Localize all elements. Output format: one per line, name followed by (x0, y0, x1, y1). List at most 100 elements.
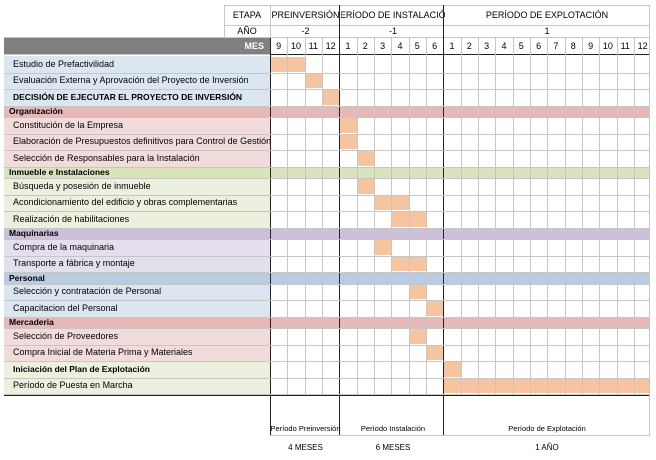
month-cell: 2 (362, 40, 368, 51)
month-cell: 5 (414, 40, 420, 51)
gantt-bar (304, 73, 322, 88)
group-header: Mercaderia (4, 316, 649, 328)
month-cell: 10 (602, 40, 613, 51)
grid-line (634, 38, 635, 394)
grid-line (426, 38, 427, 394)
month-cell: 12 (637, 40, 648, 51)
group-header: Organización (4, 105, 649, 117)
task-row-label: Selección de Proveedores (4, 328, 270, 345)
grid-line (270, 435, 649, 436)
month-cell: 3 (484, 40, 490, 51)
etapa-label: ETAPA (232, 9, 262, 20)
grid-line (4, 89, 649, 90)
gantt-bar (321, 90, 340, 105)
grid-line (224, 25, 649, 26)
group-header: Inmueble e Instalaciones (4, 166, 649, 178)
month-cell: 11 (308, 40, 318, 51)
phase-preinversion: PREINVERSIÓN (271, 9, 340, 20)
task-row-label: Elaboración de Presupuestos definitivos … (4, 133, 270, 150)
grid-line (4, 37, 649, 38)
grid-line (4, 239, 649, 240)
grid-line (4, 345, 649, 346)
month-cell: 8 (570, 40, 576, 51)
grid-line (374, 38, 375, 394)
month-cell: 10 (290, 40, 301, 51)
gantt-bar (339, 134, 357, 149)
task-row-label: Compra de la maquinaria (4, 239, 270, 256)
grid-line (443, 5, 444, 436)
grid-line (4, 272, 649, 273)
month-cell: 9 (588, 40, 594, 51)
gantt-bar (373, 240, 392, 255)
gantt-bar (356, 179, 374, 194)
grid-line (339, 5, 340, 436)
grid-line (4, 317, 649, 318)
task-row-label: Constitución de la Empresa (4, 117, 270, 134)
task-row-label: Capacitacion del Personal (4, 300, 270, 317)
grid-line (495, 38, 496, 394)
grid-line (409, 38, 410, 394)
grid-line (4, 395, 649, 396)
grid-line (513, 38, 514, 394)
grid-line (4, 256, 649, 257)
grid-line (4, 178, 649, 179)
grid-line (649, 5, 650, 436)
gantt-bar (391, 212, 426, 227)
grid-line (461, 38, 462, 394)
grid-line (4, 300, 649, 301)
month-cell: 4 (501, 40, 507, 51)
month-cell: 9 (276, 40, 282, 51)
gantt-bar (339, 118, 357, 133)
grid-line (4, 134, 649, 135)
grid-line (224, 5, 649, 6)
month-cell: 2 (466, 40, 472, 51)
grid-line (224, 5, 225, 38)
task-row-label: Período de Puesta en Marcha (4, 377, 270, 394)
gantt-bar (408, 284, 426, 299)
grid-line (4, 284, 649, 285)
task-row-label: Iniciación del Plan de Explotación (4, 361, 270, 378)
footer-explotacion-duration: 1 AÑO (535, 443, 559, 452)
grid-line (270, 5, 271, 38)
grid-line (270, 54, 649, 55)
task-row-label: Selección y contratación de Personal (4, 283, 270, 300)
grid-line (305, 38, 306, 394)
grid-line (617, 38, 618, 394)
grid-line (391, 38, 392, 394)
month-cell: 12 (325, 40, 336, 51)
grid-line (4, 361, 649, 362)
phase-explotacion: PERÍODO DE EXPLOTACIÓN (485, 9, 609, 20)
month-cell: 5 (518, 40, 524, 51)
gantt-chart: ETAPA AÑO MES PREINVERSIÓN PERÍODO DE IN… (4, 5, 654, 457)
task-row-label: Selección de Responsables para la Instal… (4, 150, 270, 167)
grid-line (547, 38, 548, 394)
mes-label: MES (4, 38, 270, 54)
footer-explotacion-title: Período de Explotación (508, 424, 586, 434)
grid-line (565, 38, 566, 394)
gantt-bar (356, 151, 374, 166)
task-row-label: Realización de habilitaciones (4, 211, 270, 228)
task-row-label: Compra Inicial de Materia Prima y Materi… (4, 344, 270, 361)
grid-line (270, 38, 271, 436)
month-cell: 6 (432, 40, 438, 51)
grid-line (4, 328, 649, 329)
grid-line (4, 150, 649, 151)
footer-preinversion-duration: 4 MESES (288, 443, 323, 452)
gantt-bar (425, 301, 444, 316)
gantt-bar (443, 362, 461, 377)
gantt-bar (425, 345, 444, 360)
month-cell: 7 (553, 40, 559, 51)
task-row-label: DECISIÓN DE EJECUTAR EL PROYECTO DE INVE… (4, 89, 270, 106)
grid-line (4, 117, 649, 118)
phase-instalacion: PERÍODO DE INSTALACIÓN (341, 9, 445, 20)
grid-line (357, 38, 358, 394)
year-explotacion: 1 (544, 25, 550, 36)
task-row-label: Estudio de Prefactivilidad (4, 56, 270, 73)
grid-line (4, 394, 649, 395)
ano-label: AÑO (237, 25, 257, 36)
grid-line (478, 38, 479, 394)
task-row-label: Acondicionamiento del edificio y obras c… (4, 194, 270, 211)
grid-line (599, 38, 600, 394)
month-cell: 1 (449, 40, 455, 51)
grid-line (287, 38, 288, 394)
